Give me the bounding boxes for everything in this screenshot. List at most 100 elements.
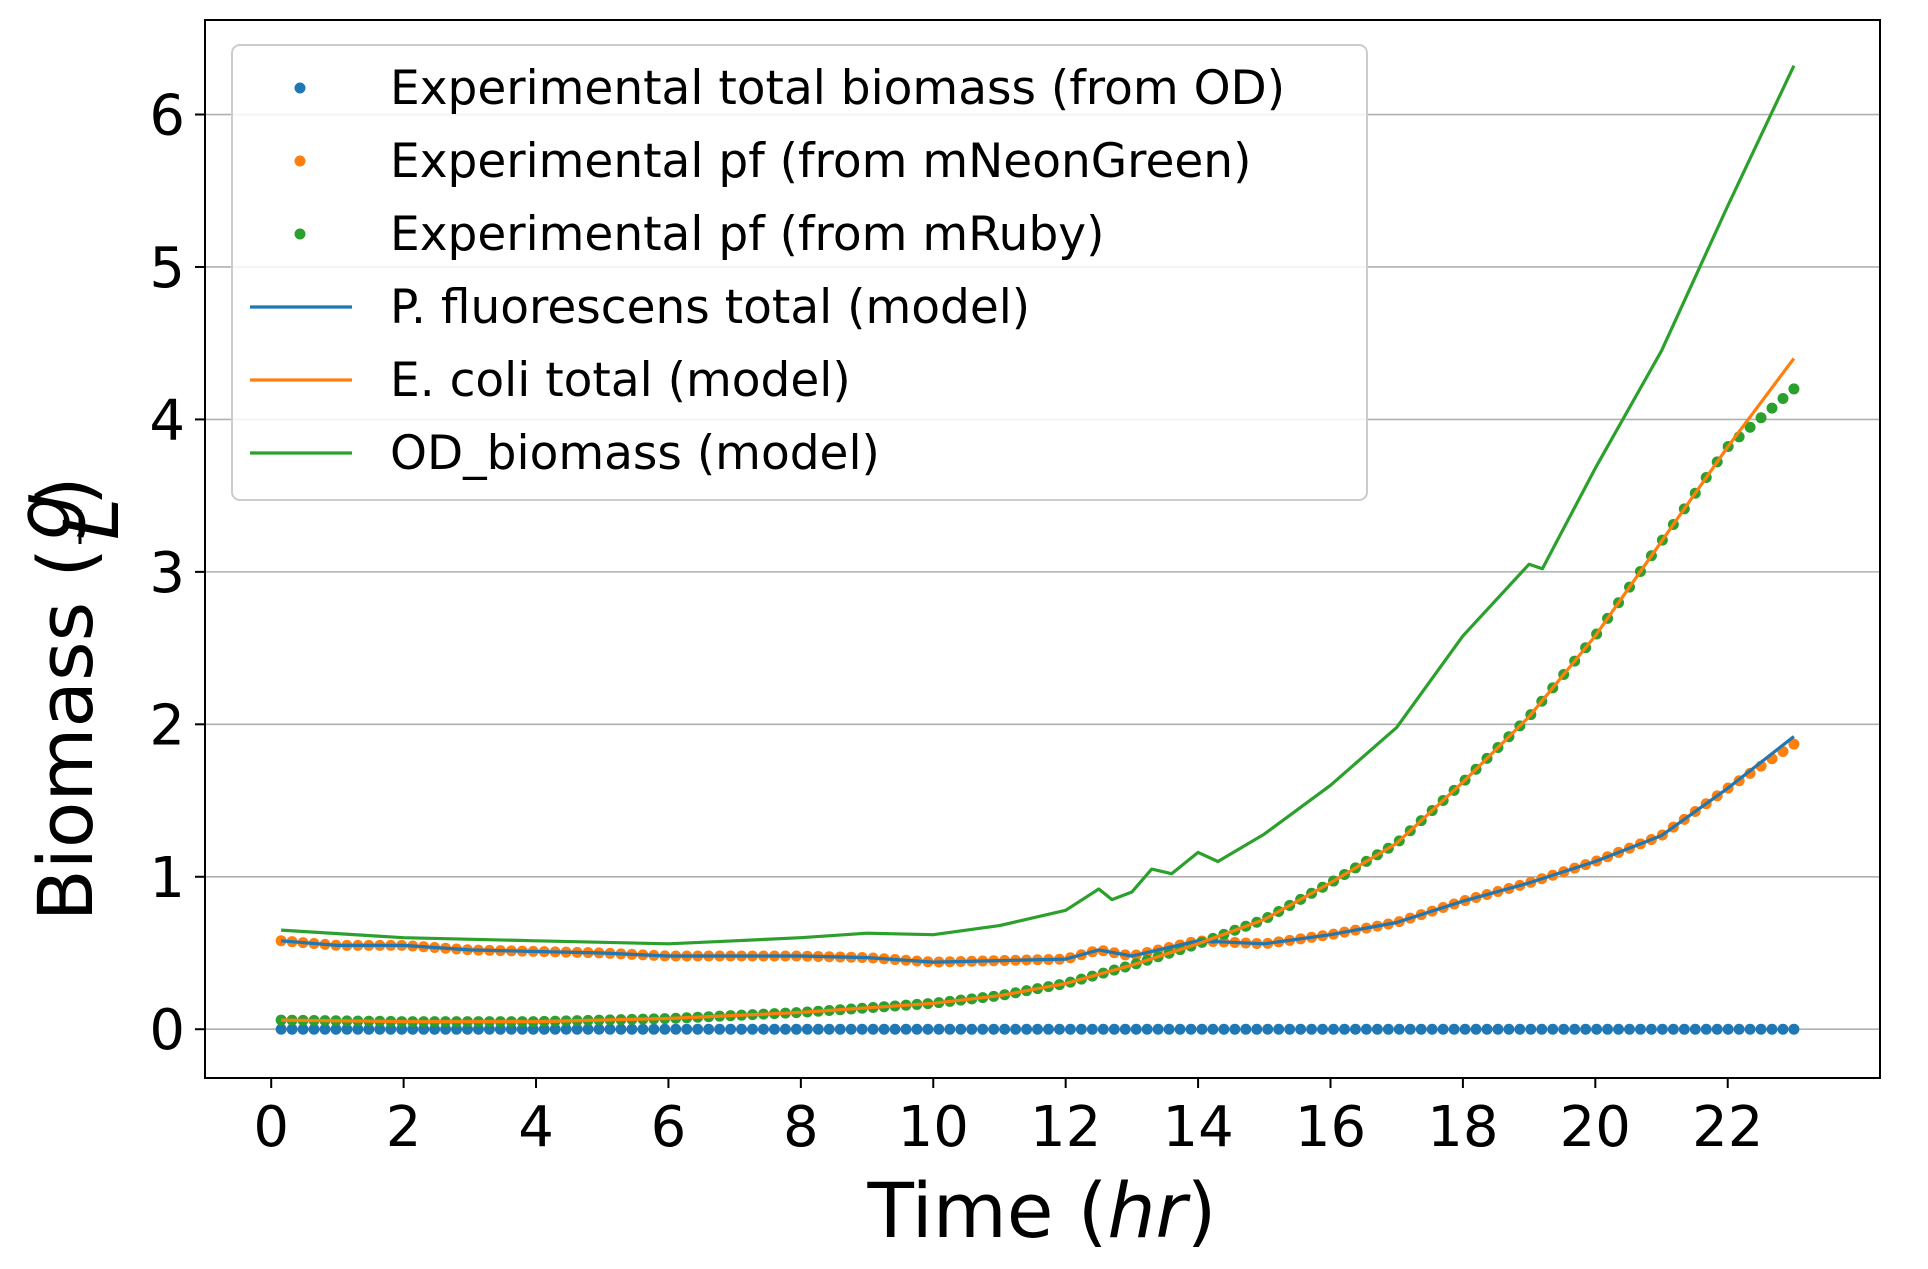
data-point: [757, 1023, 769, 1035]
data-point: [1613, 1023, 1625, 1035]
data-point: [472, 1023, 484, 1035]
data-point: [1382, 1023, 1394, 1035]
svg-text:): ): [21, 476, 110, 506]
data-point: [900, 1023, 912, 1035]
data-point: [1788, 1023, 1800, 1035]
data-point: [1788, 738, 1800, 750]
data-point: [878, 1023, 890, 1035]
data-point: [483, 1023, 495, 1035]
data-point: [1547, 1023, 1559, 1035]
data-point: [1766, 402, 1778, 414]
x-tick-label: 10: [898, 1095, 969, 1160]
data-point: [604, 1023, 616, 1035]
data-point: [1569, 1023, 1581, 1035]
data-point: [1580, 1023, 1592, 1035]
data-point: [494, 1023, 506, 1035]
data-point: [1295, 1023, 1307, 1035]
x-tick-label: 22: [1692, 1095, 1763, 1160]
legend-entry: Experimental total biomass (from OD): [294, 61, 1285, 116]
data-point: [451, 1023, 463, 1035]
data-point: [1481, 1023, 1493, 1035]
data-point: [1185, 1023, 1197, 1035]
data-point: [1645, 1023, 1657, 1035]
data-point: [768, 1023, 780, 1035]
data-point: [363, 1023, 375, 1035]
data-point: [1536, 1023, 1548, 1035]
data-point: [955, 1023, 967, 1035]
data-point: [1262, 1023, 1274, 1035]
data-point: [626, 1023, 638, 1035]
data-point: [1097, 1023, 1109, 1035]
data-point: [1393, 1023, 1405, 1035]
data-point: [582, 1023, 594, 1035]
data-point: [1788, 383, 1800, 395]
data-point: [681, 1023, 693, 1035]
data-point: [1700, 1023, 1712, 1035]
data-point: [1656, 1023, 1668, 1035]
data-point: [1426, 1023, 1438, 1035]
data-point: [516, 1023, 528, 1035]
x-tick-label: 14: [1162, 1095, 1233, 1160]
data-point: [1634, 1023, 1646, 1035]
data-point: [1558, 1023, 1570, 1035]
legend-label: Experimental pf (from mNeonGreen): [390, 134, 1251, 189]
data-point: [1744, 421, 1756, 433]
data-point: [352, 1023, 364, 1035]
data-point: [1777, 393, 1789, 405]
x-tick-label: 20: [1560, 1095, 1631, 1160]
data-point: [1338, 1023, 1350, 1035]
data-point: [1174, 1023, 1186, 1035]
data-point: [319, 1023, 331, 1035]
x-tick-label: 0: [253, 1095, 289, 1160]
data-point: [1437, 1023, 1449, 1035]
y-tick-label: 2: [149, 693, 185, 758]
x-tick-label: 2: [386, 1095, 422, 1160]
y-tick-label: 6: [149, 84, 185, 149]
data-point: [1503, 1023, 1515, 1035]
legend-entry: Experimental pf (from mNeonGreen): [294, 134, 1251, 189]
data-point: [1349, 1023, 1361, 1035]
legend: Experimental total biomass (from OD) Expe…: [231, 44, 1368, 501]
data-point: [1448, 1023, 1460, 1035]
data-point: [1053, 1023, 1065, 1035]
data-point: [527, 1023, 539, 1035]
data-point: [1722, 1023, 1734, 1035]
data-point: [889, 1023, 901, 1035]
data-point: [922, 1023, 934, 1035]
data-point: [374, 1023, 386, 1035]
data-point: [1163, 1023, 1175, 1035]
y-tick-label: 1: [149, 846, 185, 911]
data-point: [1733, 1023, 1745, 1035]
data-point: [1777, 1023, 1789, 1035]
data-point: [593, 1023, 605, 1035]
series-line: [280, 735, 1795, 964]
data-point: [1196, 1023, 1208, 1035]
data-point: [1755, 412, 1767, 424]
data-point: [1744, 1023, 1756, 1035]
legend-entry: Experimental pf (from mRuby): [294, 207, 1104, 262]
data-point: [1371, 1023, 1383, 1035]
data-point: [736, 1023, 748, 1035]
x-axis-title: Time (hr): [867, 1166, 1217, 1255]
data-point: [308, 1023, 320, 1035]
svg-text:Biomass (: Biomass (: [21, 548, 110, 921]
data-point: [341, 1023, 353, 1035]
data-point: [812, 1023, 824, 1035]
data-point: [297, 1023, 309, 1035]
data-point: [637, 1023, 649, 1035]
data-point: [1766, 1023, 1778, 1035]
x-tick-label: 6: [651, 1095, 687, 1160]
data-point: [1032, 1023, 1044, 1035]
series-layer: [275, 65, 1800, 1035]
legend-label: P. fluorescens total (model): [390, 280, 1030, 335]
plot-frame: [204, 19, 1881, 1079]
data-point: [845, 1023, 857, 1035]
data-point: [1667, 1023, 1679, 1035]
data-point: [1229, 1023, 1241, 1035]
data-point: [867, 1023, 879, 1035]
y-axis-title: Biomass ( g L ): [0, 476, 136, 921]
data-point: [1525, 1023, 1537, 1035]
legend-entry: OD_biomass (model): [250, 426, 880, 481]
data-point: [396, 1023, 408, 1035]
